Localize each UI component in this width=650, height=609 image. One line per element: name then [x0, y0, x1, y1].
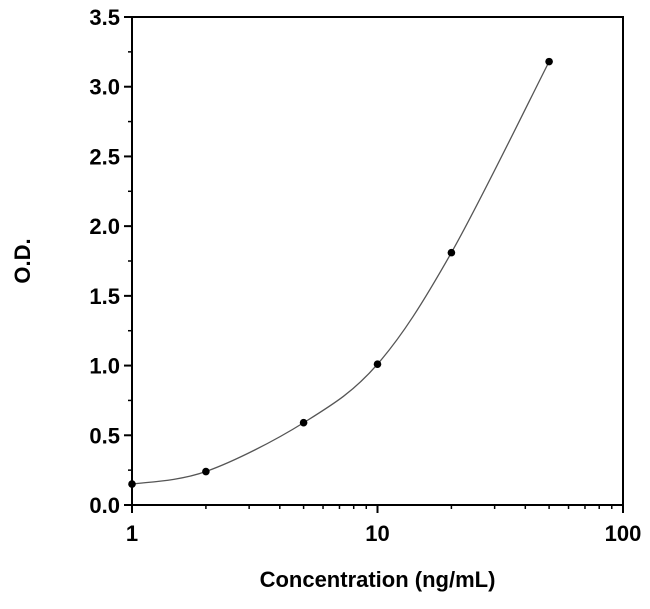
data-point — [373, 360, 382, 368]
x-tick-label: 1 — [126, 521, 138, 546]
x-axis-title: Concentration (ng/mL) — [260, 567, 496, 592]
y-tick-label: 0.5 — [89, 423, 120, 448]
axes — [131, 16, 624, 506]
x-tick-label: 10 — [365, 521, 389, 546]
x-tick-label: 100 — [605, 521, 642, 546]
data-point — [202, 467, 210, 476]
y-tick-label: 1.5 — [89, 284, 120, 309]
fit-curve — [131, 61, 550, 485]
fit-curve-layer — [131, 61, 550, 485]
y-tick-label: 1.0 — [89, 354, 120, 379]
data-point — [299, 418, 308, 427]
data-point — [447, 248, 456, 257]
data-point — [545, 57, 553, 66]
y-tick-label: 0.0 — [89, 493, 120, 518]
x-axis-ticks: 1 10 100 — [126, 505, 641, 546]
y-axis-title: O.D. — [10, 238, 35, 283]
y-tick-label: 2.5 — [89, 144, 120, 169]
y-tick-label: 2.0 — [89, 214, 120, 239]
data-points-layer — [128, 57, 553, 488]
data-point — [128, 480, 136, 488]
y-axis-ticks: 0.0 0.5 1.0 1.5 2.0 2.5 3.0 3.5 — [89, 5, 132, 518]
plot-frame — [131, 16, 624, 506]
y-tick-label: 3.0 — [89, 75, 120, 100]
y-tick-label: 3.5 — [89, 5, 120, 30]
